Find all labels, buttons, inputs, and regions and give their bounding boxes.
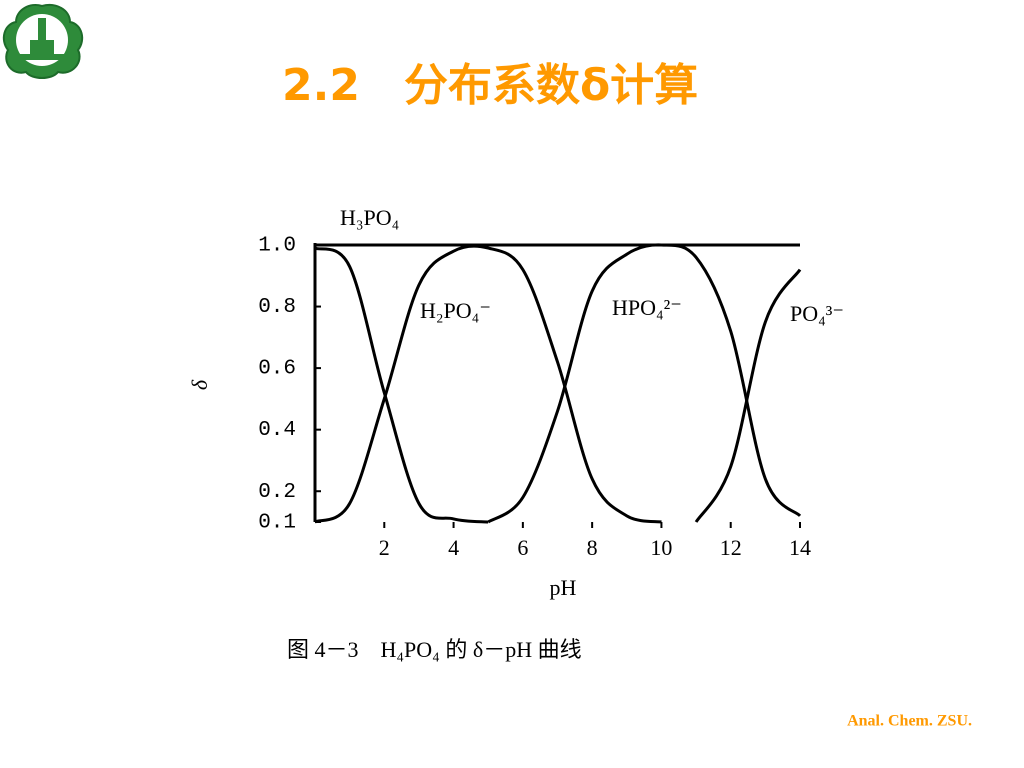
x-tick-label: 10 (650, 535, 672, 560)
y-tick-label: 0.1 (258, 512, 296, 535)
figure-caption: 图 4－3 H₄PO₄ 的 δ－pH 曲线 (287, 637, 582, 662)
y-tick-label: 0.4 (258, 419, 296, 442)
x-tick-label: 2 (379, 535, 390, 560)
logo (2, 4, 84, 79)
series-label: H₃PO₄ (340, 205, 399, 230)
series-label: PO₄³⁻ (790, 301, 844, 326)
y-axis-label: δ (187, 379, 212, 390)
x-axis-label: pH (550, 575, 577, 600)
slide-title: 2.2 分布系数δ计算 (282, 60, 698, 111)
x-tick-label: 8 (587, 535, 598, 560)
series-label: HPO₄²⁻ (612, 295, 682, 320)
series-line (314, 246, 489, 524)
series-label: H₂PO₄⁻ (420, 298, 491, 323)
series-line (694, 268, 802, 523)
footer: Anal. Chem. ZSU. (847, 713, 972, 730)
x-tick-label: 12 (720, 535, 742, 560)
y-tick-label: 0.8 (258, 296, 296, 319)
series-line (314, 244, 662, 524)
y-tick-label: 0.6 (258, 358, 296, 381)
x-tick-label: 14 (789, 535, 811, 560)
y-tick-label: 0.2 (258, 481, 296, 504)
y-tick-label: 1.0 (258, 235, 296, 258)
series-line (487, 243, 802, 524)
x-tick-label: 6 (517, 535, 528, 560)
x-tick-label: 4 (448, 535, 459, 560)
